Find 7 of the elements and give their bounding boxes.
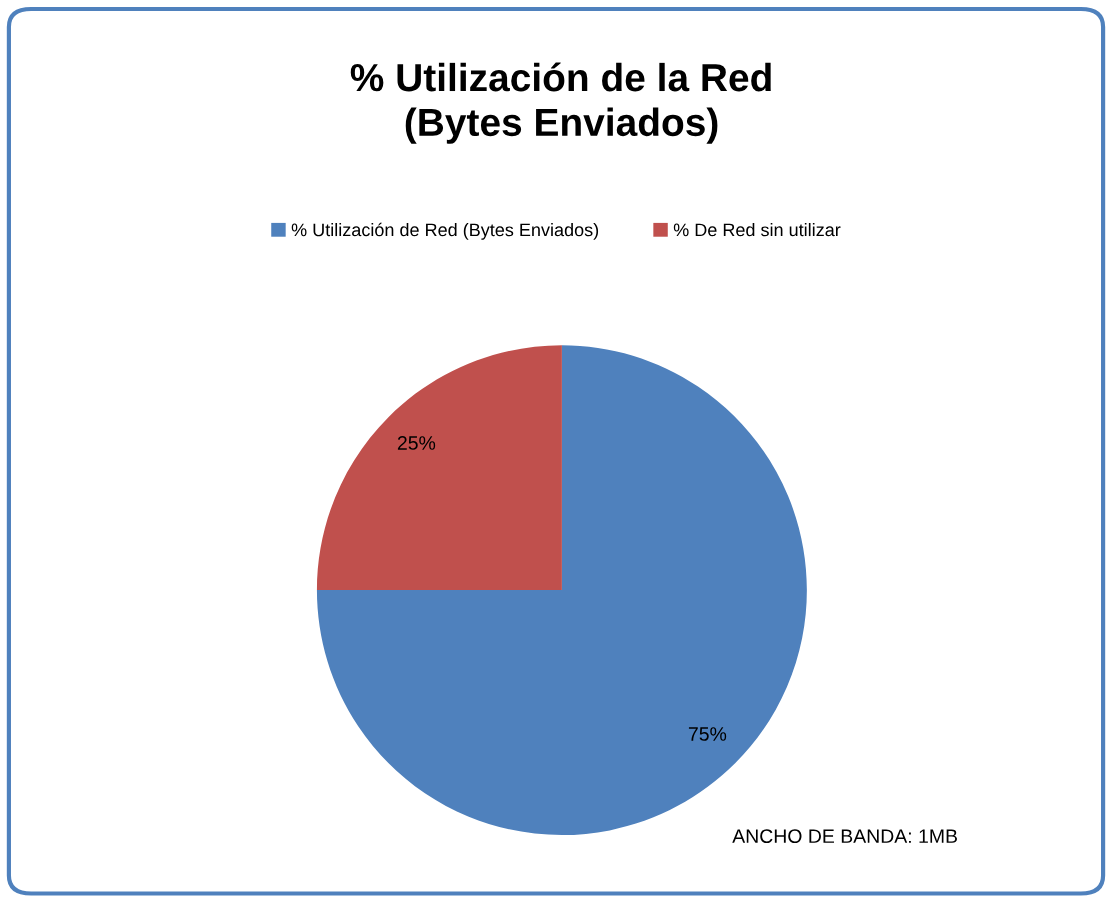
pie-slice bbox=[316, 345, 562, 591]
text: ANCHO DE BANDA: 1MB bbox=[732, 829, 957, 844]
data-label: 25% bbox=[397, 436, 436, 450]
chart-title: % Utilización de la Red (Bytes Enviados) bbox=[350, 62, 771, 144]
legend-label: % Utilización de Red (Bytes Enviados) bbox=[291, 222, 599, 240]
legend-label: % De Red sin utilizar bbox=[673, 223, 841, 237]
data-label: 75% bbox=[688, 727, 727, 741]
